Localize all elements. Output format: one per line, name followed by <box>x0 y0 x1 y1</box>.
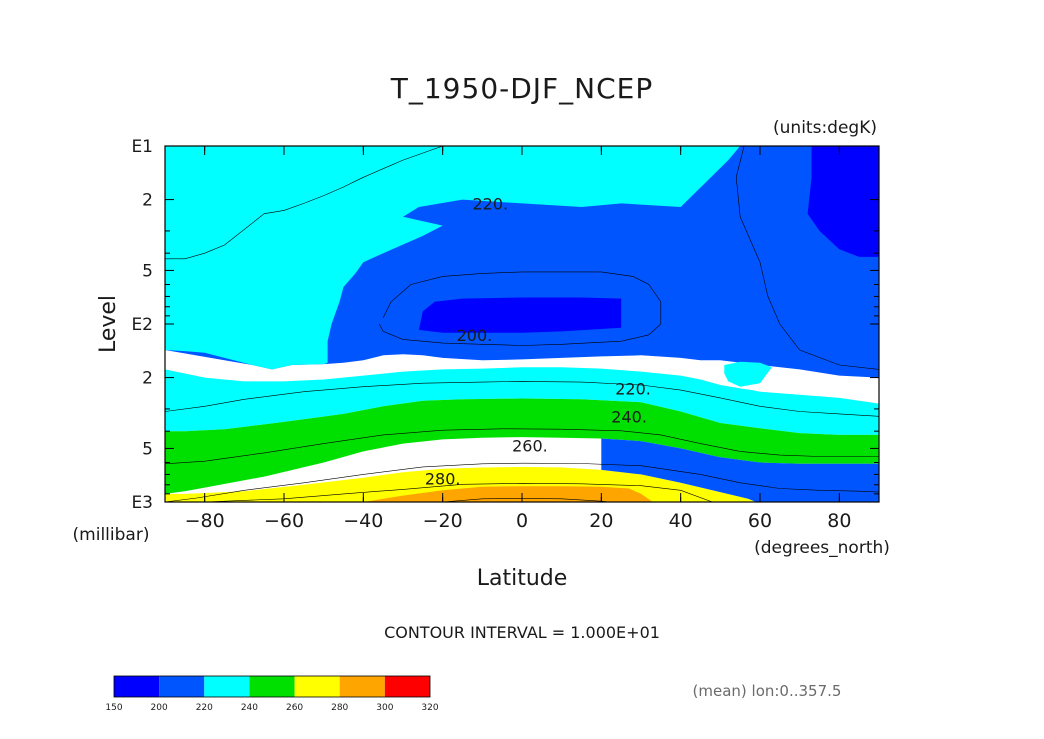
colorbar-label-1: 200 <box>151 703 168 713</box>
contour-line-1 <box>378 271 662 346</box>
colorbar-label-6: 300 <box>376 703 393 713</box>
colorbar: 150 200 220 240 260 280 300 320 <box>105 675 439 713</box>
colorbar-swatch-2 <box>204 676 250 697</box>
colorbar-label-4: 260 <box>286 703 303 713</box>
y-axis-label: Level <box>96 295 121 353</box>
x-tick-label-0: −80 <box>185 510 225 532</box>
contour-fills <box>165 146 879 502</box>
x-tick-label-3: −20 <box>423 510 463 532</box>
x-axis: −80 −60 −40 −20 0 20 40 60 80 <box>185 146 851 532</box>
contour-label-4: 260. <box>512 436 548 455</box>
contour-fill-240-260-4 <box>165 398 879 494</box>
contour-line-6 <box>204 482 713 502</box>
x-tick-label-4: 0 <box>516 510 528 532</box>
contour-lines <box>165 146 879 502</box>
x-units-label: (degrees_north) <box>754 538 890 558</box>
colorbar-swatch-0 <box>114 676 160 697</box>
contour-fill-220-240-3 <box>724 361 772 387</box>
x-tick-label-7: 60 <box>748 510 772 532</box>
plot-area: 220. 200. 220. 240. 260. 280. −80 −60 −40 −20 0 20… <box>131 137 880 532</box>
x-tick-label-1: −60 <box>264 510 304 532</box>
contour-interval-text: CONTOUR INTERVAL = 1.000E+01 <box>384 623 660 642</box>
contour-fill-220-240-2 <box>165 367 879 435</box>
y-tick-label-1: 2 <box>142 191 153 211</box>
colorbar-swatch-1 <box>159 676 205 697</box>
contour-labels: 220. 200. 220. 240. 260. 280. <box>425 194 651 488</box>
y-tick-label-3: E2 <box>131 315 153 335</box>
x-tick-label-6: 40 <box>669 510 693 532</box>
y-tick-label-4: 2 <box>142 369 153 389</box>
contour-label-3: 240. <box>611 407 647 426</box>
contour-line-4 <box>165 428 879 465</box>
colorbar-frame <box>113 675 431 698</box>
colorbar-swatch-3 <box>249 676 295 697</box>
x-tick-label-8: 80 <box>827 510 851 532</box>
contour-line-7 <box>442 498 610 502</box>
colorbar-label-7: 320 <box>421 703 438 713</box>
contour-fill-150-200-9 <box>807 146 879 257</box>
x-tick-label-2: −40 <box>343 510 383 532</box>
colorbar-swatch-5 <box>339 676 385 697</box>
contour-label-1: 200. <box>457 326 493 345</box>
contour-fill-200-220-7 <box>601 438 879 502</box>
units-label: (units:degK) <box>773 118 877 138</box>
colorbar-swatch-6 <box>384 676 430 697</box>
contour-label-5: 280. <box>425 470 461 489</box>
colorbar-label-0: 150 <box>105 703 122 713</box>
x-axis-label: Latitude <box>477 566 568 591</box>
contour-line-2 <box>735 146 879 370</box>
y-units-label: (millibar) <box>73 525 150 545</box>
contour-fill-150-200-8 <box>418 297 622 333</box>
x-tick-label-5: 20 <box>589 510 613 532</box>
contour-label-2: 220. <box>615 379 651 398</box>
contour-fill-220-240-1 <box>165 146 741 370</box>
colorbar-swatch-4 <box>294 676 340 697</box>
y-tick-label-5: 5 <box>142 439 153 459</box>
y-tick-label-6: E3 <box>131 493 153 513</box>
colorbar-label-5: 280 <box>331 703 348 713</box>
y-tick-label-0: E1 <box>131 137 153 157</box>
chart-title: T_1950-DJF_NCEP <box>390 72 653 105</box>
mean-note: (mean) lon:0..357.5 <box>693 682 842 700</box>
contour-line-5 <box>165 462 879 502</box>
contour-fill-280-300-6 <box>363 486 653 502</box>
contour-label-0: 220. <box>472 194 508 213</box>
y-axis: E1 2 5 E2 2 5 E3 <box>131 137 879 513</box>
contour-line-3 <box>165 381 879 417</box>
colorbar-label-2: 220 <box>196 703 213 713</box>
colorbar-label-3: 240 <box>241 703 258 713</box>
y-tick-label-2: 5 <box>142 261 153 281</box>
contour-line-0 <box>165 146 443 260</box>
